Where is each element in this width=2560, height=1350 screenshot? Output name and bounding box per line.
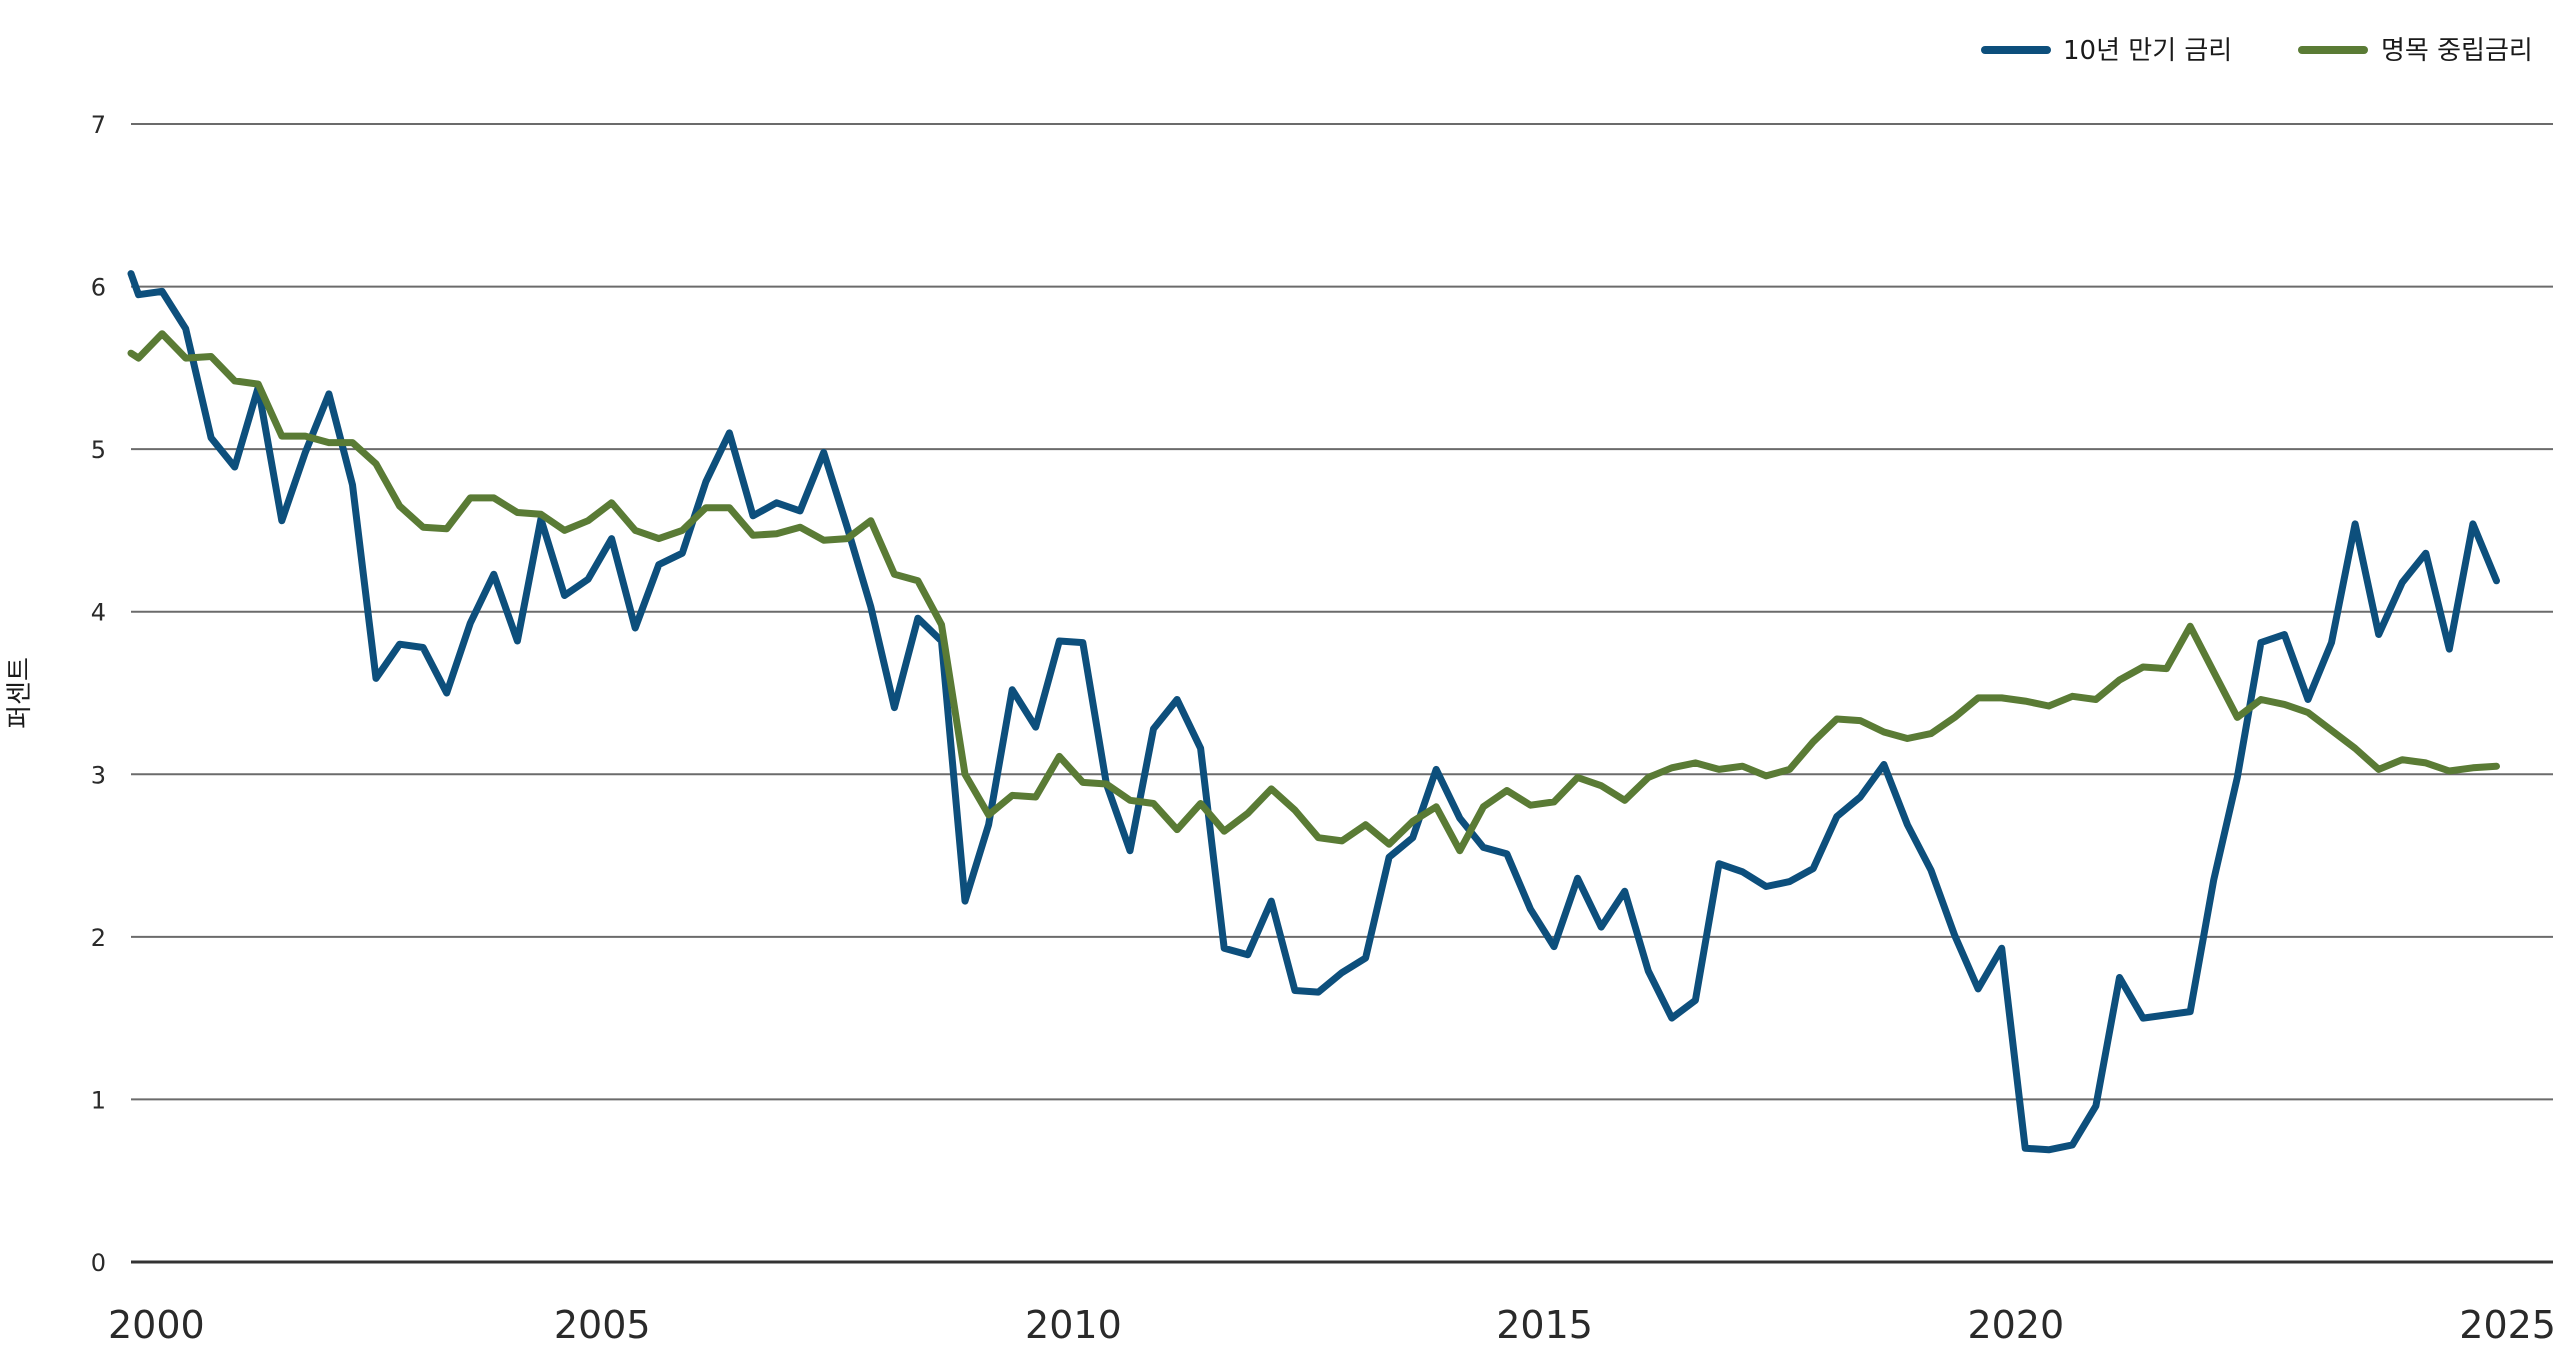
x-tick-label: 2020 bbox=[1967, 1303, 2064, 1347]
x-tick-label: 2015 bbox=[1496, 1303, 1593, 1347]
y-tick-label: 4 bbox=[91, 599, 106, 627]
y-axis-label: 퍼센트 bbox=[5, 657, 35, 729]
x-tick-label: 2025 bbox=[2459, 1303, 2556, 1347]
x-tick-label: 2005 bbox=[554, 1303, 651, 1347]
y-tick-label: 1 bbox=[91, 1086, 106, 1114]
y-tick-label: 3 bbox=[91, 761, 106, 789]
y-tick-label: 0 bbox=[91, 1249, 106, 1277]
y-axis-ticks: 0 1 2 3 4 5 6 7 bbox=[91, 111, 106, 1277]
legend-label: 10년 만기 금리 bbox=[2063, 36, 2232, 66]
y-tick-label: 2 bbox=[91, 924, 106, 952]
x-tick-label: 2000 bbox=[108, 1303, 205, 1347]
legend-label: 명목 중립금리 bbox=[2381, 36, 2533, 66]
y-tick-label: 6 bbox=[91, 274, 106, 302]
legend: 10년 만기 금리 명목 중립금리 bbox=[1981, 36, 2533, 66]
gridlines bbox=[131, 123, 2553, 1264]
series-line-neutral-rate bbox=[127, 330, 2500, 855]
series-lines bbox=[127, 270, 2500, 1154]
y-tick-label: 5 bbox=[91, 436, 106, 464]
y-tick-label: 7 bbox=[91, 111, 106, 139]
series-line-10y-rate bbox=[127, 270, 2500, 1154]
x-axis-ticks: 2000 2005 2010 2015 2020 2025 bbox=[108, 1303, 2556, 1347]
x-tick-label: 2010 bbox=[1025, 1303, 1122, 1347]
